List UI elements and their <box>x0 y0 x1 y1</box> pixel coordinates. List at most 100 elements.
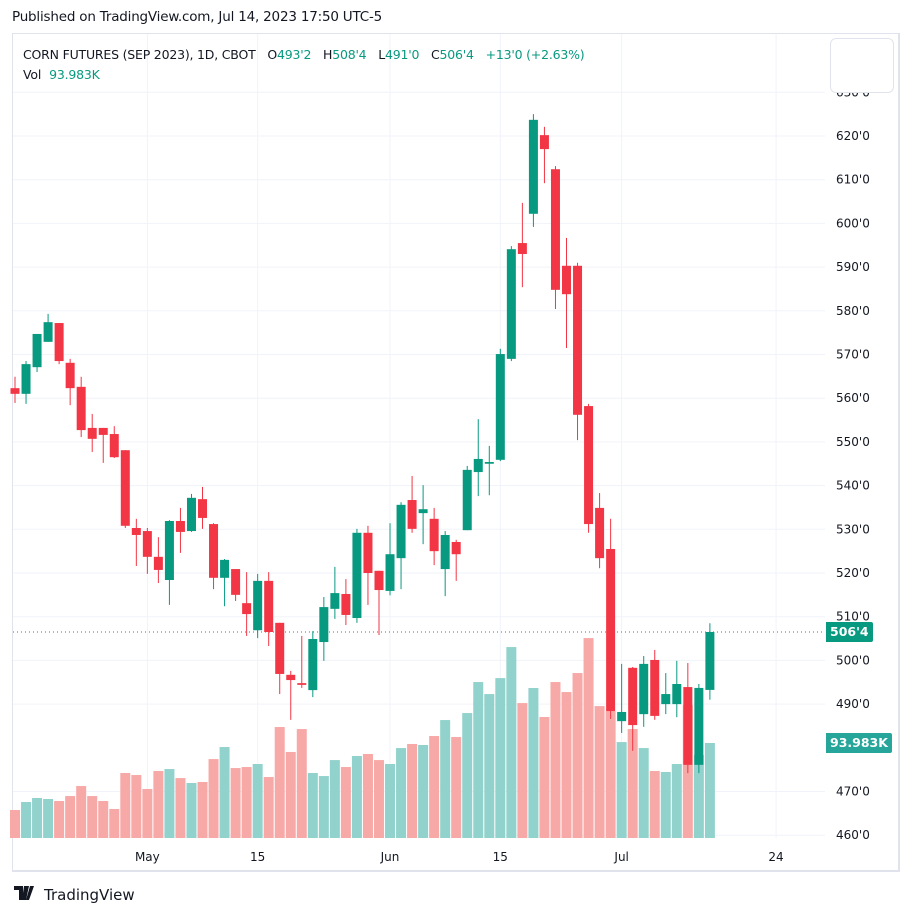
volume-bar <box>462 713 473 838</box>
chart-frame <box>12 33 900 872</box>
candle-body <box>584 406 594 525</box>
candle-body <box>220 559 230 578</box>
candle-body <box>385 554 395 591</box>
volume-bar <box>594 706 605 838</box>
candle-body <box>418 509 428 514</box>
volume-bar <box>418 745 429 838</box>
last-volume-tag: 93.983K <box>826 733 892 753</box>
published-caption: Published on TradingView.com, Jul 14, 20… <box>12 9 383 25</box>
volume-bar <box>274 727 285 838</box>
candle-body <box>10 388 20 394</box>
y-tick-label: 490'0 <box>836 697 870 711</box>
volume-bar <box>208 759 219 838</box>
volume-bar <box>539 717 550 838</box>
candle-body <box>562 265 571 295</box>
candle-body <box>175 520 185 532</box>
candle-body <box>550 169 560 290</box>
volume-bar <box>98 801 109 838</box>
volume-bar <box>131 775 142 838</box>
volume-value: 93.983K <box>49 67 100 82</box>
volume-bar <box>54 801 65 838</box>
volume-bar <box>572 673 583 838</box>
symbol-title: CORN FUTURES (SEP 2023), 1D, CBOT <box>23 47 256 62</box>
candle-body <box>539 135 549 150</box>
candle-body <box>341 593 351 615</box>
volume-bar <box>451 737 462 838</box>
candle-body <box>484 462 494 464</box>
volume-bar <box>550 682 561 838</box>
candle-body <box>473 458 483 473</box>
change-value: +13'0 (+2.63%) <box>485 47 585 62</box>
candle-body <box>275 622 285 674</box>
volume-bar <box>252 764 263 838</box>
low-label: L <box>378 47 385 62</box>
volume-bar <box>484 694 495 838</box>
candle-body <box>639 663 649 715</box>
volume-bars <box>10 638 715 838</box>
volume-bar <box>351 756 362 838</box>
candle-body <box>242 603 252 615</box>
volume-bar <box>65 796 76 838</box>
volume-bar <box>285 751 296 838</box>
candle-body <box>407 500 417 529</box>
candle-body <box>198 499 208 518</box>
candle-body <box>109 434 119 458</box>
candle-body <box>451 541 461 555</box>
footer: TradingView <box>14 886 135 904</box>
volume-bar <box>616 742 627 838</box>
candle-body <box>440 534 450 570</box>
volume-bar <box>87 796 98 838</box>
volume-bar <box>561 692 572 838</box>
candle-body <box>429 518 439 552</box>
candle-body <box>319 607 329 643</box>
volume-bar <box>517 703 528 838</box>
volume-bar <box>296 729 307 838</box>
volume-bar <box>605 711 616 838</box>
candle-body <box>54 323 64 362</box>
candle-body <box>264 580 274 632</box>
chart-controls-box[interactable] <box>830 38 894 93</box>
y-tick-label: 600'0 <box>836 216 870 230</box>
volume-bar <box>649 770 660 838</box>
candle-body <box>661 694 671 705</box>
last-price-tag: 506'4 <box>826 622 873 642</box>
volume-bar <box>627 729 638 838</box>
y-tick-label: 590'0 <box>836 260 870 274</box>
candle-body <box>120 450 130 526</box>
volume-bar <box>440 720 451 838</box>
volume-bar <box>407 743 418 838</box>
x-tick-label: May <box>135 850 160 864</box>
volume-bar <box>263 777 274 838</box>
volume-bar <box>197 782 208 838</box>
volume-bar <box>638 748 649 838</box>
candle-body <box>672 683 682 705</box>
candle-body <box>595 507 605 559</box>
y-tick-label: 620'0 <box>836 129 870 143</box>
volume-bar <box>43 798 54 838</box>
volume-label: Vol <box>23 67 42 82</box>
candle-body <box>65 362 75 389</box>
high-value: 508'4 <box>332 47 367 62</box>
footer-brand: TradingView <box>44 886 135 904</box>
volume-bar <box>109 808 120 838</box>
candle-body <box>506 249 516 359</box>
candle-body <box>694 687 704 765</box>
candle-body <box>628 667 638 726</box>
candle-body <box>330 593 340 609</box>
volume-bar <box>219 747 230 838</box>
candle-body <box>705 631 715 690</box>
y-tick-label: 460'0 <box>836 828 870 842</box>
volume-bar <box>429 736 440 838</box>
close-value: 506'4 <box>439 47 474 62</box>
x-tick-label: Jul <box>613 850 628 864</box>
volume-bar <box>671 764 682 838</box>
volume-bar <box>10 810 20 838</box>
volume-bar <box>153 770 164 838</box>
x-tick-label: 15 <box>250 850 265 864</box>
candles <box>10 114 715 774</box>
x-tick-label: 24 <box>768 850 783 864</box>
low-value: 491'0 <box>384 47 420 62</box>
volume-bar <box>175 778 186 838</box>
candle-body <box>374 570 384 591</box>
